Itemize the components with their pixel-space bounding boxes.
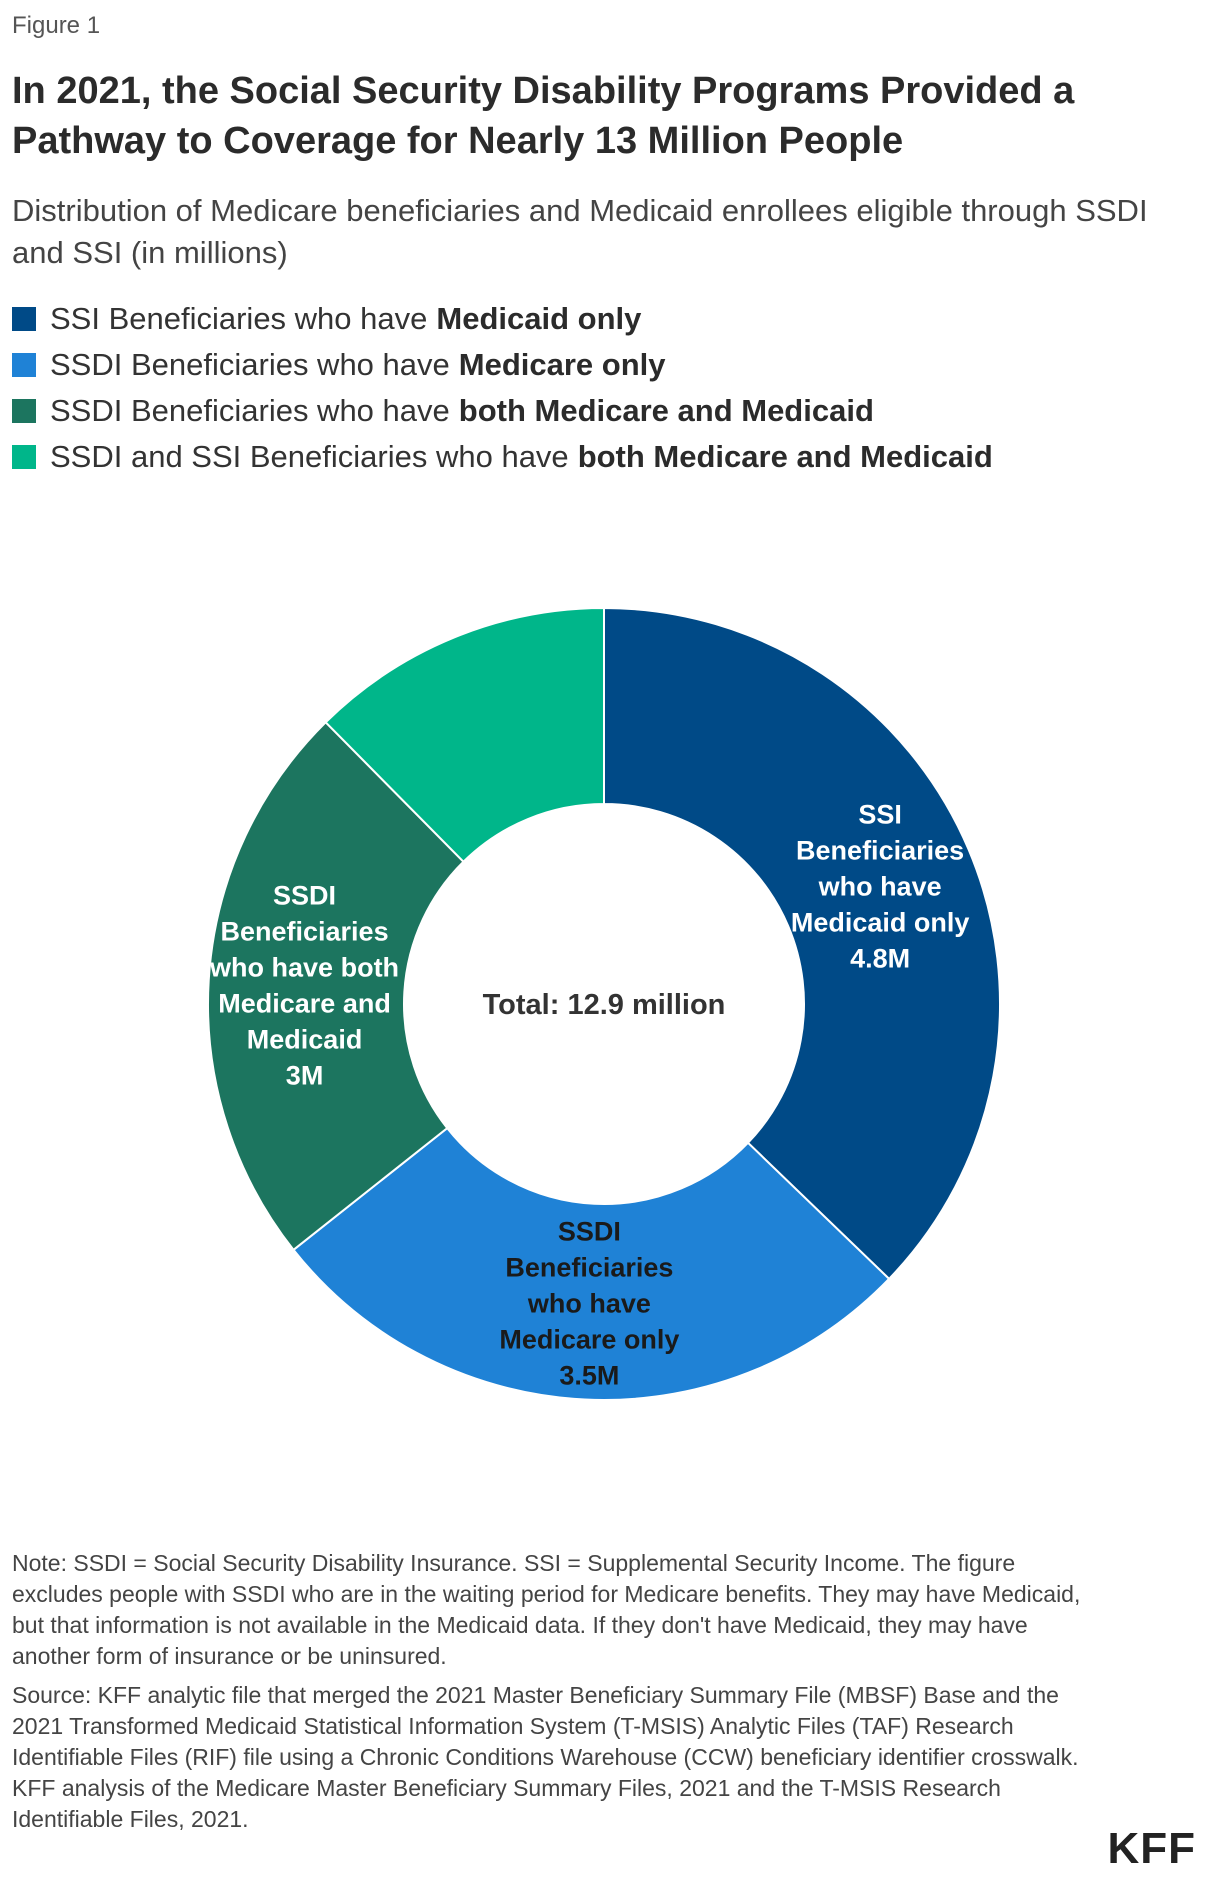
legend-swatch	[12, 399, 36, 423]
legend-label: SSDI Beneficiaries who have	[50, 347, 450, 382]
slice-label: SSI Beneficiaries who have Medicaid only 4.8…	[791, 800, 970, 974]
slice-label-line: Medicaid	[247, 1025, 363, 1055]
chart-title: In 2021, the Social Security Disability …	[12, 70, 1075, 162]
slice-label-line: who have	[818, 872, 942, 902]
donut-slice	[603, 606, 1001, 1281]
donut-chart: SSI Beneficiaries who have Medicaid only 4.8…	[207, 606, 1001, 1401]
slice-label-line: Beneficiaries	[221, 917, 389, 947]
slice-label-line: who have both	[209, 953, 399, 983]
legend-item: SSDI and SSI Beneficiaries who have both…	[12, 434, 993, 480]
legend-label: SSI Beneficiaries who have	[50, 301, 428, 336]
slice-label-line: Beneficiaries	[505, 1253, 673, 1283]
legend-item: SSDI Beneficiaries who have both Medicar…	[12, 388, 993, 434]
legend-swatch	[12, 307, 36, 331]
footnotes: Note: SSDI = Social Security Disability …	[12, 1548, 1112, 1843]
legend-label: SSDI and SSI Beneficiaries who have	[50, 439, 569, 474]
slice-label: SSDI Beneficiaries who have Medicare only 3.…	[499, 1217, 679, 1391]
slice-label-line: SSI	[858, 800, 902, 830]
legend-label: SSDI Beneficiaries who have	[50, 393, 450, 428]
slice-label-line: SSDI	[273, 881, 336, 911]
slice-label-line: Medicare and	[218, 989, 391, 1019]
source-text: Source: KFF analytic file that merged th…	[12, 1682, 1079, 1832]
legend-label-bold: both Medicare and Medicaid	[458, 393, 874, 428]
note-text: Note: SSDI = Social Security Disability …	[12, 1550, 1081, 1669]
slice-label-line: Beneficiaries	[796, 836, 964, 866]
legend-swatch	[12, 445, 36, 469]
legend-swatch	[12, 353, 36, 377]
donut-slice	[324, 606, 605, 864]
slice-label-line: 3M	[286, 1061, 324, 1091]
donut-slice	[207, 720, 465, 1252]
slice-label-line: Medicaid only	[791, 908, 970, 938]
slice-label-line: 3.5M	[559, 1361, 619, 1391]
figure-label: Figure 1	[12, 12, 101, 39]
legend-label-bold: Medicaid only	[436, 301, 642, 336]
legend-item: SSDI Beneficiaries who have Medicare onl…	[12, 342, 993, 388]
legend-item: SSI Beneficiaries who have Medicaid only	[12, 296, 993, 342]
legend-label-bold: both Medicare and Medicaid	[577, 439, 993, 474]
chart-subtitle: Distribution of Medicare beneficiaries a…	[12, 193, 1148, 270]
slice-label: SSDI Beneficiaries who have both Medicare a…	[209, 881, 399, 1091]
donut-slice	[292, 1126, 891, 1401]
slice-label-line: SSDI	[558, 1217, 621, 1247]
center-total-label: Total: 12.9 million	[483, 989, 726, 1021]
legend-label-bold: Medicare only	[458, 347, 666, 382]
slice-label-line: 4.8M	[850, 944, 910, 974]
slice-label-line: Medicare only	[499, 1325, 679, 1355]
kff-logo: KFF	[1107, 1824, 1196, 1873]
legend: SSI Beneficiaries who have Medicaid only…	[12, 296, 993, 480]
slice-label-line: who have	[527, 1289, 651, 1319]
